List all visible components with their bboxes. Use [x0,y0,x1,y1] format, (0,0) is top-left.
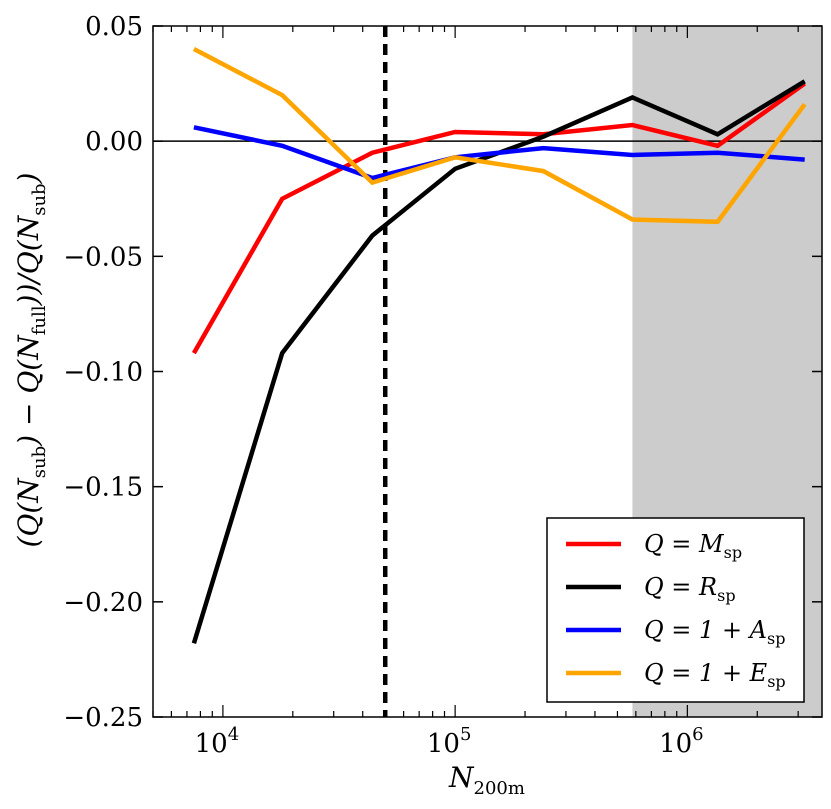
legend-label-3: Q = 1 + Asp [644,616,785,648]
x-tick-label: 104 [195,724,240,759]
axis-labels-group: N200m (Q(Nsub) − Q(Nfull))/Q(Nsub) [12,173,525,800]
legend-label-2: Q = Rsp [644,573,736,605]
y-tick-label: −0.15 [63,473,143,503]
legend-label-1: Q = Msp [644,530,742,562]
y-axis-label: (Q(Nsub) − Q(Nfull))/Q(Nsub) [12,173,50,548]
x-tick-label: 106 [659,724,704,759]
y-tick-label: −0.20 [63,588,143,618]
series-lines-group [191,47,807,644]
x-tick-label: 105 [427,724,472,759]
x-axis-label: N200m [448,761,525,799]
series-line-3 [193,125,805,181]
legend-label-4: Q = 1 + Esp [644,659,786,691]
legend: Q = Msp Q = Rsp Q = 1 + Asp Q = 1 + Esp [546,517,805,703]
y-tick-label: −0.05 [63,242,143,272]
y-tick-label: 0.00 [85,127,143,157]
ticks-group: 0.05 0.00 −0.05 −0.10 −0.15 −0.20 −0.25 104 105 1… [63,12,822,759]
y-tick-label: −0.10 [63,358,143,388]
y-tick-label: 0.05 [85,12,143,42]
y-tick-label: −0.25 [63,703,143,733]
series-line-1 [191,81,807,355]
series-line-4 [192,47,807,225]
